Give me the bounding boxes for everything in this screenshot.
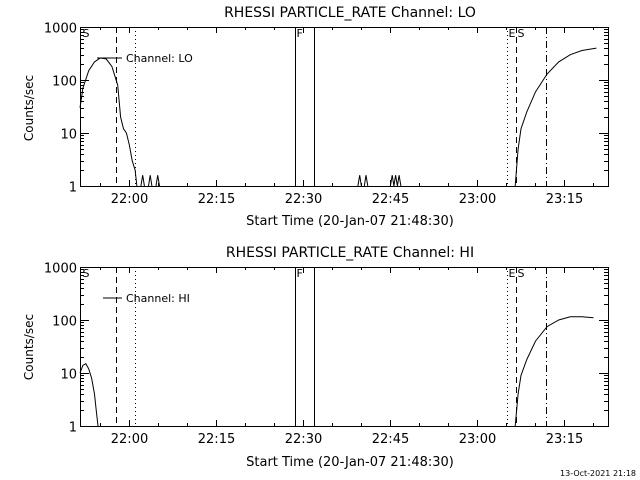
flag-label: S [83,267,90,280]
hi-channel-panel: RHESSI PARTICLE_RATE Channel: HI Counts/… [22,245,609,470]
y-tick-label: 1 [69,181,77,196]
flag-label: S [518,27,525,40]
lo-channel-panel: RHESSI PARTICLE_RATE Channel: LO Counts/… [22,5,609,229]
series-line [140,175,145,187]
x-tick-label: 23:00 [459,192,496,207]
x-axis-label: Start Time (20-Jan-07 21:48:30) [246,455,454,470]
y-tick-label: 10 [60,368,77,383]
legend-label: Channel: LO [126,52,193,65]
series-line [148,175,153,187]
series-line [514,47,597,187]
x-tick-label: 22:15 [198,192,235,207]
x-tick-label: 23:00 [459,432,496,447]
footer-timestamp: 13-Oct-2021 21:18 [560,469,636,478]
x-tick-label: 22:15 [198,432,235,447]
series-line [389,175,402,187]
series-line [363,175,369,187]
x-tick-label: 22:30 [285,432,322,447]
y-tick-label: 1000 [44,22,77,37]
legend: Channel: LO [97,52,193,65]
y-tick-label: 10 [60,128,77,143]
series-line [357,175,362,187]
series-lines [79,47,597,187]
y-tick-label: 1 [69,421,77,436]
plot-frame [80,267,609,427]
x-tick-label: 22:45 [372,192,409,207]
y-tick-label: 100 [52,75,77,90]
y-tick-label: 1000 [44,262,77,277]
y-axis-label: Counts/sec [22,314,36,380]
flag-label: S [83,27,90,40]
y-tick-label: 100 [52,315,77,330]
series-line [155,175,160,187]
x-tick-label: 23:15 [546,432,583,447]
flag-label: E [509,27,516,40]
y-ticks: 1 10 100 1000 [44,22,608,196]
chart-title: RHESSI PARTICLE_RATE Channel: HI [226,245,474,261]
x-tick-label: 22:00 [111,192,148,207]
series-line [79,57,138,187]
flag-label: S [518,267,525,280]
flag-label: E [509,267,516,280]
x-tick-label: 22:30 [285,192,322,207]
x-ticks: 22:00 22:15 22:30 22:45 23:00 23:15 [100,267,594,447]
y-ticks: 1 10 100 1000 [44,262,608,436]
x-axis-label: Start Time (20-Jan-07 21:48:30) [246,214,454,229]
flag-label: F [297,267,303,280]
series-line [514,316,594,427]
x-tick-label: 22:00 [111,432,148,447]
chart-title: RHESSI PARTICLE_RATE Channel: LO [224,5,476,21]
legend-label: Channel: HI [126,292,190,305]
x-tick-label: 23:15 [546,192,583,207]
flag-label: F [297,27,303,40]
x-ticks: 22:00 22:15 22:30 22:45 23:00 23:15 [100,27,594,207]
x-tick-label: 22:45 [372,432,409,447]
legend: Channel: HI [103,292,190,305]
series-lines [79,316,594,427]
series-line [79,363,99,427]
y-axis-label: Counts/sec [22,75,36,141]
